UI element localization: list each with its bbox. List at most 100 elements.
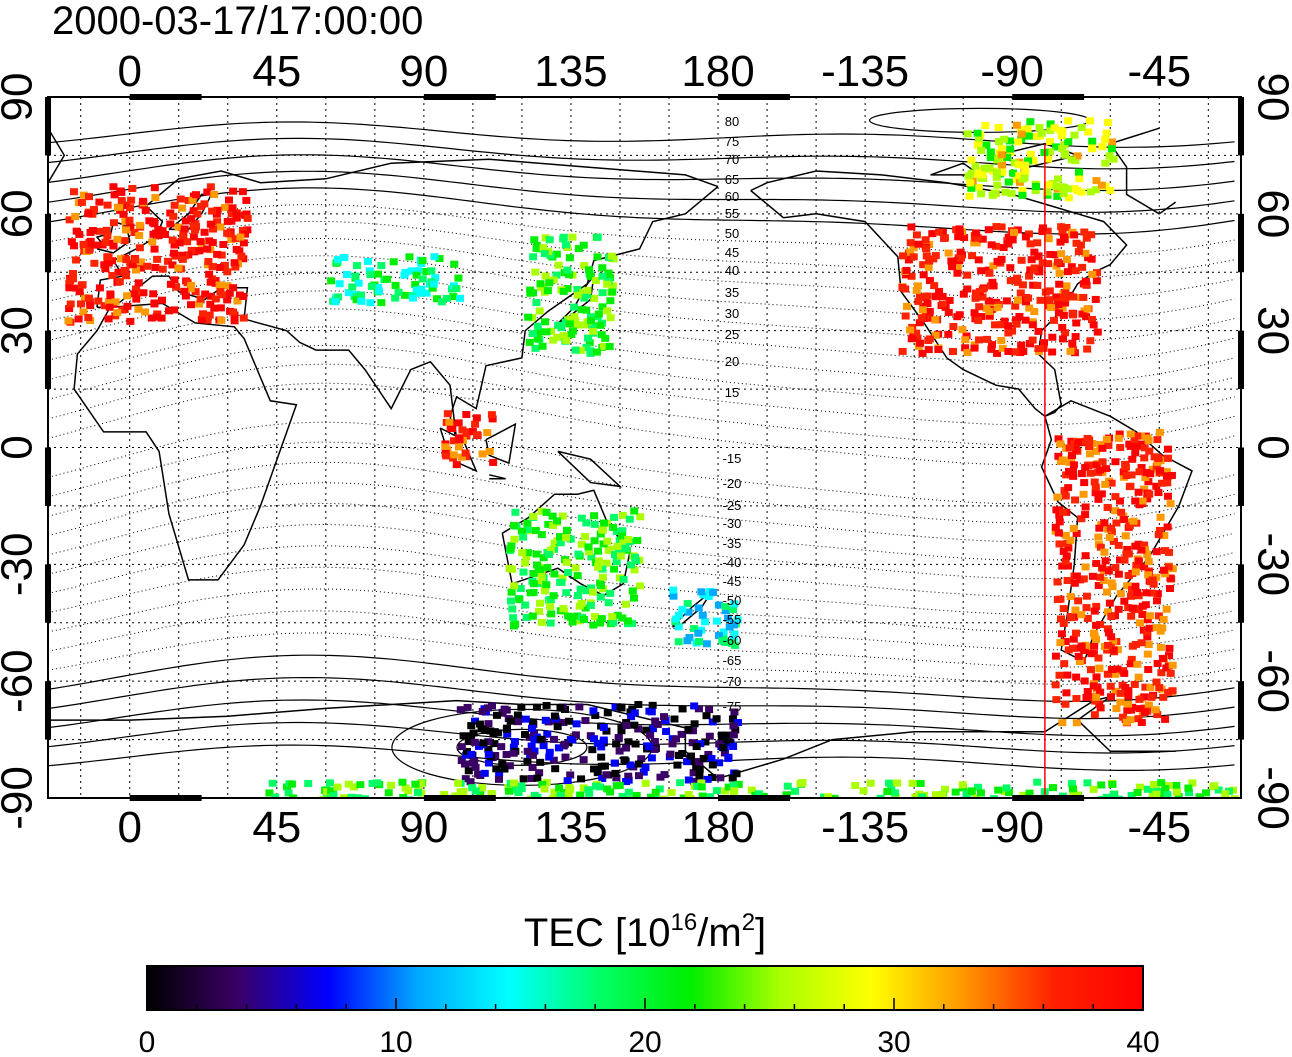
tec-cell <box>973 129 982 137</box>
tec-cell <box>117 197 126 205</box>
tec-cell <box>1056 595 1065 603</box>
tec-cell <box>556 533 565 541</box>
tec-cell <box>620 756 629 764</box>
tec-cell <box>917 793 926 798</box>
tec-cell <box>497 743 506 751</box>
tec-cell <box>1151 706 1160 714</box>
tec-cell <box>791 787 800 795</box>
tec-cell <box>176 195 185 203</box>
tec-cell <box>191 288 200 296</box>
tec-cell <box>132 295 141 303</box>
tec-cell <box>587 317 596 325</box>
tec-cell <box>511 508 520 516</box>
tec-cell <box>1127 655 1136 663</box>
tec-cell <box>1113 646 1122 654</box>
tec-cell <box>550 712 559 720</box>
tec-cell <box>725 738 734 746</box>
tec-cell <box>1111 564 1120 572</box>
tec-cell <box>528 763 537 771</box>
tec-cell <box>1116 689 1125 697</box>
tec-cell <box>1124 572 1133 580</box>
tec-cell <box>619 537 628 545</box>
tec-cell <box>422 268 431 276</box>
tec-cell <box>714 601 723 609</box>
tec-cell <box>830 794 839 798</box>
tec-cell <box>987 241 996 249</box>
tec-cell <box>457 453 466 461</box>
tec-cell <box>729 781 738 789</box>
tec-cell <box>887 783 896 791</box>
tec-cell <box>1077 642 1086 650</box>
tec-cell <box>1152 548 1161 556</box>
tec-cell <box>930 282 939 290</box>
tec-cell <box>915 293 924 301</box>
tec-cell <box>916 779 925 787</box>
tec-cell <box>548 795 557 798</box>
tec-cell <box>931 791 940 798</box>
tec-cell <box>484 759 493 767</box>
tec-cell <box>724 783 733 791</box>
tec-cell <box>474 770 483 778</box>
tec-cell <box>528 612 537 620</box>
tec-cell <box>1102 129 1111 137</box>
tec-cell <box>542 508 551 516</box>
tec-cell <box>1080 228 1089 236</box>
tec-cell <box>1090 642 1099 650</box>
tec-cell <box>1048 333 1057 341</box>
tec-cell <box>1135 619 1144 627</box>
x-tick-bottom: 90 <box>399 803 448 852</box>
tec-cell <box>225 230 234 238</box>
tec-cell <box>1163 791 1172 798</box>
tec-cell <box>413 788 422 796</box>
tec-cell <box>1104 629 1113 637</box>
tec-cell <box>1012 316 1021 324</box>
tec-cell <box>582 587 591 595</box>
tec-cell <box>147 314 156 322</box>
tec-cell <box>126 317 135 325</box>
tec-cell <box>971 162 980 170</box>
tec-cell <box>1126 592 1135 600</box>
tec-cell <box>170 306 179 314</box>
tec-cell <box>442 294 451 302</box>
tec-cell <box>593 769 602 777</box>
tec-cell <box>101 265 110 273</box>
tec-cell <box>1127 471 1136 479</box>
tec-cell <box>729 634 738 642</box>
tec-cell <box>549 521 558 529</box>
tec-cell <box>692 743 701 751</box>
tec-cell <box>890 789 899 797</box>
tec-cell <box>554 744 563 752</box>
tec-cell <box>924 346 933 354</box>
tec-cell <box>230 317 239 325</box>
tec-cell <box>79 308 88 316</box>
tec-cell <box>1103 670 1112 678</box>
tec-cell <box>158 227 167 235</box>
tec-cell <box>523 549 532 557</box>
tec-cell <box>902 302 911 310</box>
tec-cell <box>1064 646 1073 654</box>
y-tick-right: 30 <box>1248 306 1292 355</box>
tec-cell <box>570 313 579 321</box>
tec-cell <box>1069 472 1078 480</box>
mag-lat-label: 80 <box>725 114 739 129</box>
tec-cell <box>203 316 212 324</box>
tec-cell <box>632 557 641 565</box>
tec-cell <box>974 783 983 791</box>
tec-cell <box>126 223 135 231</box>
tec-cell <box>473 431 482 439</box>
tec-cell <box>921 236 930 244</box>
tec-cell <box>1011 302 1020 310</box>
tec-cell <box>1067 614 1076 622</box>
tec-cell <box>1019 791 1028 798</box>
tec-cell <box>1185 789 1194 797</box>
y-tick-right: -60 <box>1248 649 1292 713</box>
frame-bar <box>718 94 790 100</box>
tec-cell <box>1082 693 1091 701</box>
tec-cell <box>586 601 595 609</box>
tec-cell <box>1091 483 1100 491</box>
tec-cell <box>1063 562 1072 570</box>
tec-cell <box>1153 436 1162 444</box>
tec-cell <box>978 171 987 179</box>
tec-cell <box>639 768 648 776</box>
tec-cell <box>384 789 393 797</box>
